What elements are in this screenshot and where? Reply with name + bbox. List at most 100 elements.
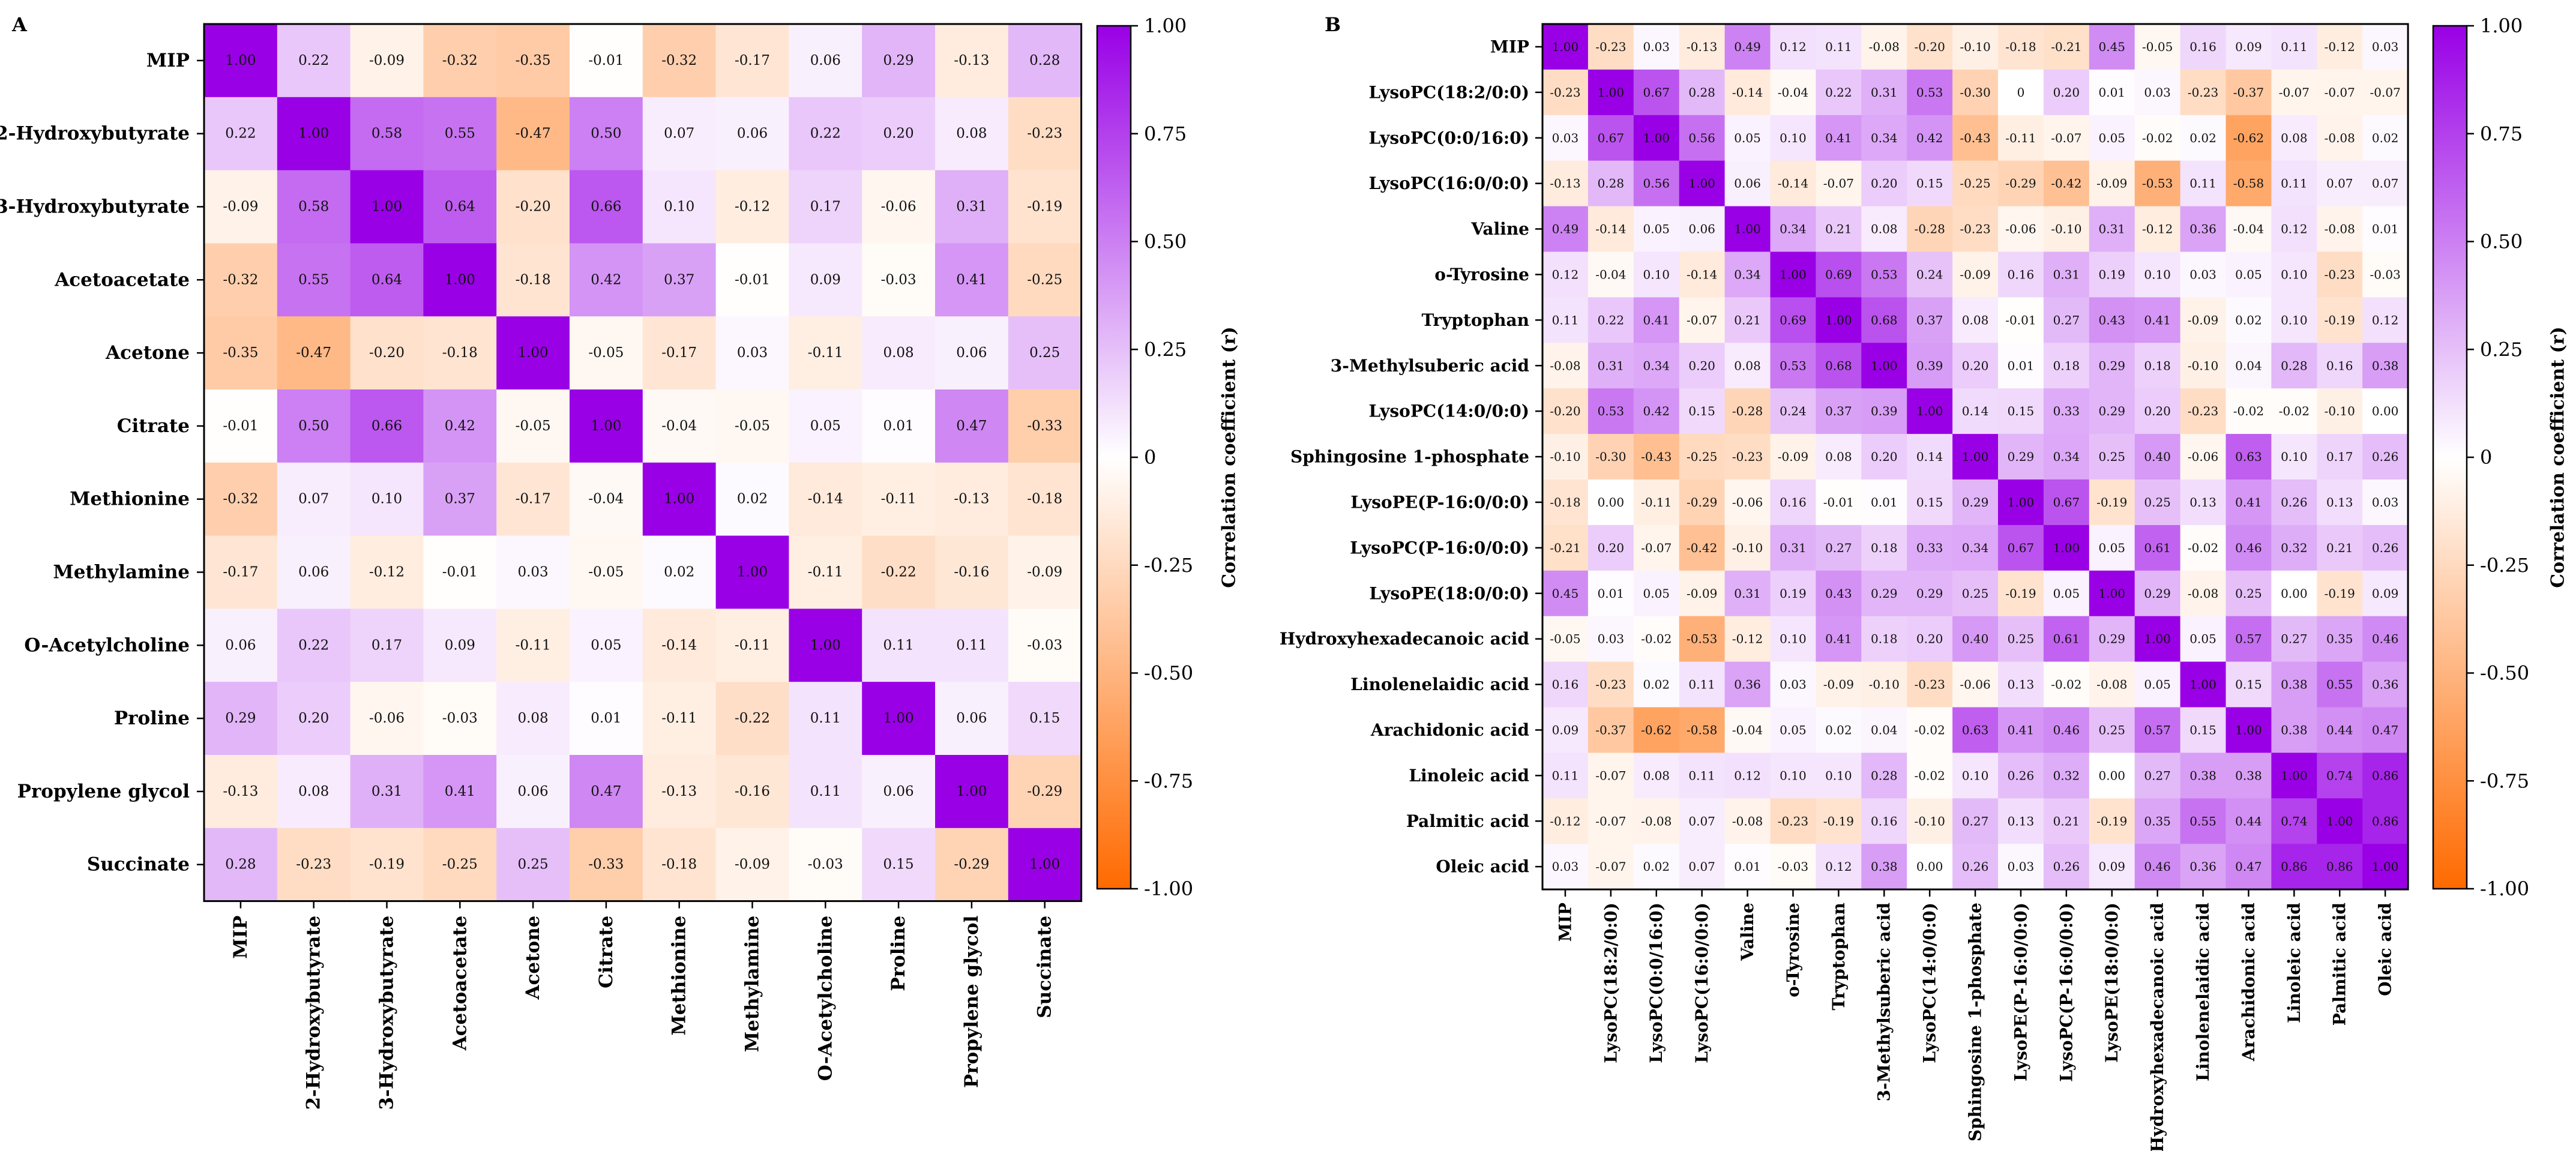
cell-value: 0.02 <box>1643 678 1670 692</box>
heatmap-cell <box>2134 570 2181 617</box>
cell-value: 0.46 <box>2235 541 2262 555</box>
cell-value: 0.11 <box>1688 768 1715 783</box>
cell-value: 0.03 <box>2144 85 2171 100</box>
cell-value: 0.02 <box>664 565 694 580</box>
heatmap-cell <box>2134 343 2181 389</box>
heatmap-cell <box>789 389 862 463</box>
heatmap-cell <box>715 97 789 171</box>
cell-value: -0.23 <box>1915 678 1945 692</box>
cell-value: -0.03 <box>442 711 478 726</box>
heatmap-cell <box>1542 297 1589 343</box>
cell-value: -0.22 <box>881 565 916 580</box>
cell-value: 0.40 <box>2144 449 2171 464</box>
heatmap-cell <box>1724 707 1771 753</box>
cell-value: 0.03 <box>1780 678 1807 692</box>
cell-value: -0.19 <box>2325 313 2355 327</box>
heatmap-cell <box>642 97 717 171</box>
heatmap-cell <box>2271 616 2317 663</box>
heatmap-cell <box>1008 389 1082 463</box>
heatmap-cell <box>204 535 278 609</box>
cell-value: 1.00 <box>956 784 987 799</box>
cell-value: 1.00 <box>2098 586 2125 601</box>
heatmap-cell <box>1998 844 2044 890</box>
cell-value: 0.29 <box>2098 358 2125 373</box>
cell-value: 0.04 <box>1871 723 1898 737</box>
heatmap-cell <box>2317 844 2363 890</box>
cell-value: 0.11 <box>810 711 841 726</box>
cell-value: -0.19 <box>2096 814 2127 828</box>
heatmap-cell <box>1816 570 1862 617</box>
heatmap-cell <box>2225 115 2272 161</box>
heatmap-panel-a: A 1.00 0.22 -0.09 -0.32 -0.35 -0.01 -0.32 -0.17 0… <box>0 13 1240 1110</box>
heatmap-cell <box>862 609 936 682</box>
y-tick-label: Palmitic acid <box>1406 811 1529 831</box>
heatmap-cell <box>2134 115 2181 161</box>
heatmap-cell <box>862 828 936 902</box>
heatmap-cell <box>1724 115 1771 161</box>
heatmap-cell <box>862 97 936 171</box>
heatmap-cell <box>1587 251 1634 298</box>
heatmap-cell <box>2043 297 2090 343</box>
heatmap-cell <box>2043 434 2090 480</box>
cell-value: 0.55 <box>2326 678 2353 692</box>
heatmap-cell <box>2225 69 2272 116</box>
cell-value: 0.12 <box>1552 267 1579 281</box>
cell-value: 0.13 <box>2326 495 2353 509</box>
cell-value: 0 <box>2017 85 2025 100</box>
cell-value: -0.19 <box>2005 586 2036 601</box>
heatmap-cell <box>2180 434 2227 480</box>
cell-value: 0.20 <box>1598 541 1625 555</box>
cell-value: 0.37 <box>1825 404 1852 418</box>
cell-value: 0.16 <box>1552 678 1579 692</box>
cell-value: 0.20 <box>1962 358 1989 373</box>
heatmap-cell <box>1008 243 1082 317</box>
heatmap-cell <box>2089 297 2135 343</box>
heatmap-cell <box>2134 798 2181 844</box>
y-tick-label: 3-Hydroxybutyrate <box>0 196 190 218</box>
heatmap-cell <box>2225 343 2272 389</box>
heatmap-cell <box>2362 479 2409 526</box>
heatmap-cell <box>1770 753 1816 799</box>
cell-value: 0.11 <box>1825 40 1852 54</box>
cell-value: -0.10 <box>1960 40 1990 54</box>
cell-value: 0.00 <box>1598 495 1625 509</box>
cell-value: 0.47 <box>2372 723 2399 737</box>
cell-value: -0.01 <box>223 418 258 434</box>
heatmap-cell <box>1998 707 2044 753</box>
cell-value: 0.02 <box>2189 131 2216 145</box>
cell-value: 0.10 <box>1962 768 1989 783</box>
heatmap-cell <box>423 389 497 463</box>
cell-value: 0.26 <box>2053 859 2080 874</box>
cell-value: 1.00 <box>2008 495 2035 509</box>
heatmap-cell <box>496 462 570 536</box>
heatmap-cell <box>862 243 936 317</box>
cell-value: 0.28 <box>1598 176 1625 191</box>
heatmap-cell <box>204 682 278 756</box>
heatmap-cell <box>1587 24 1634 70</box>
heatmap-cell <box>2225 844 2272 890</box>
cell-value: 0.57 <box>2144 723 2171 737</box>
cell-value: 0.12 <box>1780 40 1807 54</box>
cell-value: 0.29 <box>1871 586 1898 601</box>
heatmap-cell <box>423 828 497 902</box>
cell-value: 0.10 <box>1780 768 1807 783</box>
heatmap-cell <box>2043 524 2090 571</box>
cell-value: 0.22 <box>1825 85 1852 100</box>
cell-value: -0.16 <box>735 784 770 799</box>
cell-value: 0.20 <box>1688 358 1715 373</box>
heatmap-cell <box>1861 844 1907 890</box>
cell-value: 1.00 <box>298 126 329 142</box>
heatmap-cell <box>935 462 1009 536</box>
cell-value: 0.06 <box>737 126 768 142</box>
heatmap-cell <box>789 828 862 902</box>
cell-value: 0.11 <box>1552 313 1579 327</box>
heatmap-cell <box>1587 388 1634 434</box>
cell-value: -0.20 <box>369 345 405 361</box>
heatmap-cell <box>789 316 862 390</box>
heatmap-cell <box>715 389 789 463</box>
cell-value: 0.42 <box>445 418 475 434</box>
heatmap-cell <box>1770 616 1816 663</box>
heatmap-cell <box>1998 115 2044 161</box>
heatmap-cell <box>862 389 936 463</box>
heatmap-cell <box>2134 707 2181 753</box>
